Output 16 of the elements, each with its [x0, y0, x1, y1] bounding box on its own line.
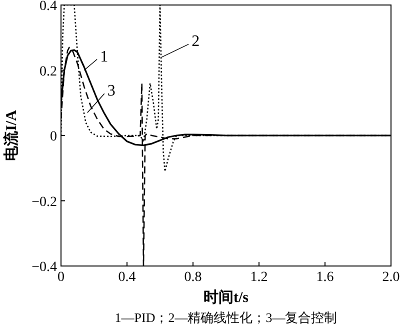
x-tick-label: 0.4	[118, 270, 136, 285]
y-tick-label: 0	[50, 130, 57, 144]
x-tick-label: 1.2	[250, 270, 268, 285]
y-tick-label: −0.2	[32, 194, 57, 210]
annotation: 2	[192, 33, 200, 50]
y-tick-label: −0.4	[32, 260, 57, 275]
y-axis-title: 电流I/A	[2, 110, 20, 161]
annotation: 3	[107, 82, 116, 100]
y-tick-label: 0.4	[40, 0, 57, 14]
x-tick-label: 2.0	[382, 270, 400, 285]
text: 1—PID；2—精确线性化；3—复合控制	[114, 310, 338, 325]
x-axis-title: 时间t/s	[204, 289, 249, 306]
annotation: 1	[100, 48, 108, 66]
x-tick-label: 1.6	[316, 270, 334, 285]
x-tick-label: 0.8	[184, 270, 202, 285]
y-tick-label: 0.2	[40, 64, 57, 80]
